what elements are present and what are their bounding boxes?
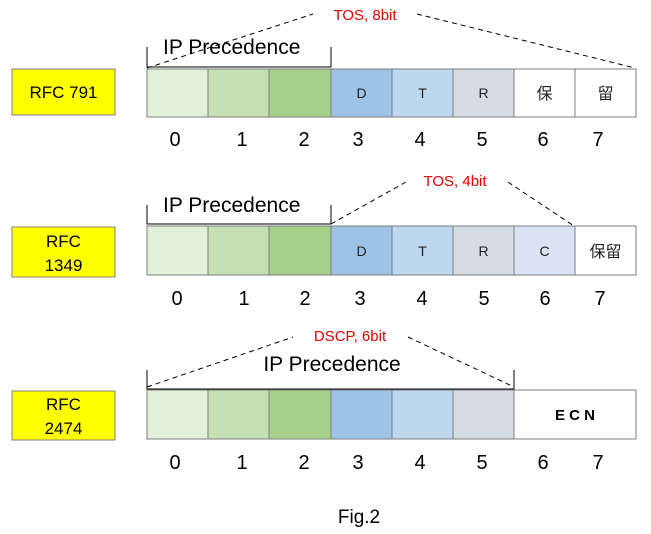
tos-8bit-line-right [416, 13, 636, 69]
dscp-6bit-line-right [407, 336, 515, 388]
row1-cell-1 [207, 68, 270, 118]
row3-cell-3 [330, 389, 393, 440]
tos-4bit-line-right [507, 181, 575, 227]
rfc-2474-label-line1: RFC [46, 395, 81, 414]
row2-cell-0 [146, 225, 209, 276]
row3-cell-4 [391, 389, 454, 440]
row1-cell-3-label: D [356, 85, 366, 101]
row2-cell-6-label: C [539, 243, 549, 259]
row3-ecn-cell [513, 389, 637, 440]
row2-bit-4: 4 [416, 288, 427, 310]
row2-bit-2: 2 [299, 288, 310, 310]
row2-bit-3: 3 [354, 288, 365, 310]
row1-bit-7: 7 [592, 129, 603, 151]
row1-cell-2 [268, 68, 332, 118]
row2-cell-3-label: D [356, 243, 366, 259]
row1-bit-1: 1 [236, 129, 247, 151]
ip-precedence-label-3: IP Precedence [263, 353, 400, 376]
rfc-2474-label-line2: 2474 [45, 419, 83, 438]
row1-cell-6-label: 保 [536, 84, 552, 103]
row-rfc-791: RFC 791 TOS, 8bit IP Precedence D T R 保 … [11, 7, 637, 151]
row1-bit-3: 3 [352, 129, 363, 151]
ip-precedence-bracket-3 [146, 370, 515, 390]
row2-cell-4-label: T [418, 243, 427, 259]
row1-cell-3 [330, 68, 393, 118]
ip-precedence-label-1: IP Precedence [163, 36, 300, 59]
row1-cell-0 [146, 68, 209, 118]
row2-bit-6: 6 [539, 288, 550, 310]
row2-bit-7: 7 [594, 288, 605, 310]
row3-bit-4: 4 [414, 452, 425, 474]
row-rfc-1349: RFC 1349 TOS, 4bit IP Precedence D T R C… [11, 173, 637, 310]
row1-cell-7-label: 留 [597, 84, 613, 103]
row3-cell-5 [452, 389, 515, 440]
row1-bit-5: 5 [476, 129, 487, 151]
rfc-1349-label-line1: RFC [46, 232, 81, 251]
tos-4bit-line-left [330, 181, 407, 225]
ip-precedence-bracket-2 [146, 205, 332, 225]
row3-bit-2: 2 [298, 452, 309, 474]
row2-cell-2 [268, 225, 332, 276]
row1-cell-6 [513, 68, 576, 118]
row1-cell-5-label: R [478, 85, 488, 101]
ip-precedence-bracket-1 [146, 47, 332, 68]
row2-bit-1: 1 [238, 288, 249, 310]
row1-bit-0: 0 [169, 129, 180, 151]
row1-bit-2: 2 [298, 129, 309, 151]
tos-8bit-line-left [146, 13, 314, 69]
rfc-1349-label-box [11, 226, 116, 278]
row3-cell-1 [207, 389, 270, 440]
figure-caption: Fig.2 [338, 507, 380, 528]
row3-bit-3: 3 [352, 452, 363, 474]
row3-ecn-label: E C N [555, 407, 595, 424]
row3-bit-6: 6 [537, 452, 548, 474]
row3-bit-7: 7 [592, 452, 603, 474]
rfc-791-label-box [11, 68, 116, 116]
row3-cell-2 [268, 389, 332, 440]
row2-cell-7 [574, 225, 637, 276]
tos-8bit-label: TOS, 8bit [333, 7, 397, 24]
row1-cell-4-label: T [418, 85, 427, 101]
rfc-2474-label-box [11, 390, 116, 441]
rfc-791-label: RFC 791 [29, 83, 97, 102]
row2-cell-5-label: R [478, 243, 488, 259]
rfc-1349-label-line2: 1349 [45, 256, 83, 275]
tos-4bit-label: TOS, 4bit [423, 173, 487, 190]
row2-cell-7-label: 保留 [589, 242, 621, 261]
row1-bit-4: 4 [414, 129, 425, 151]
row2-cell-1 [207, 225, 270, 276]
row-rfc-2474: RFC 2474 DSCP, 6bit IP Precedence E C N … [11, 328, 637, 474]
row1-bit-6: 6 [537, 129, 548, 151]
row3-cell-0 [146, 389, 209, 440]
row2-bit-0: 0 [171, 288, 182, 310]
dscp-6bit-label: DSCP, 6bit [314, 328, 387, 345]
row1-cell-7 [574, 68, 637, 118]
ip-precedence-label-2: IP Precedence [163, 194, 300, 217]
row3-bit-1: 1 [236, 452, 247, 474]
dscp-6bit-line-left [146, 336, 294, 388]
row3-bit-5: 5 [476, 452, 487, 474]
row2-bit-5: 5 [478, 288, 489, 310]
row3-bit-0: 0 [169, 452, 180, 474]
row2-cell-5 [452, 225, 515, 276]
